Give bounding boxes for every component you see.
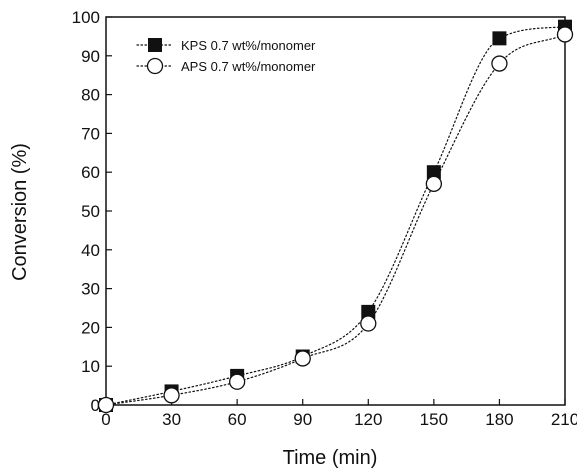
series-1-point <box>97 396 115 414</box>
series-1-point <box>556 26 574 43</box>
legend-label-1: APS 0.7 wt%/monomer <box>181 59 316 74</box>
x-tick-label: 180 <box>485 410 513 429</box>
series-1-point <box>491 55 508 72</box>
series-1-point <box>294 350 311 367</box>
y-tick-label: 90 <box>81 47 100 66</box>
y-axis-title: Conversion (%) <box>9 143 31 281</box>
y-tick-label: 20 <box>81 318 100 337</box>
data-markers <box>97 19 574 414</box>
series-1-point <box>228 373 246 390</box>
legend-marker-0 <box>148 38 162 52</box>
y-axis-ticks: 0 10 20 30 40 50 60 70 80 90 100 <box>72 8 112 415</box>
series-1-point <box>360 315 377 332</box>
x-tick-label: 210 <box>551 410 577 429</box>
legend-label-0: KPS 0.7 wt%/monomer <box>181 38 316 53</box>
series-1-curve <box>105 33 566 406</box>
x-tick-label: 0 <box>101 410 110 429</box>
series-1-point <box>425 175 443 192</box>
y-tick-label: 0 <box>91 396 100 415</box>
plot-border <box>105 16 566 406</box>
x-tick-label: 150 <box>420 410 448 429</box>
y-tick-label: 60 <box>81 163 100 182</box>
series-1-point <box>163 387 180 404</box>
legend-marker-1 <box>146 57 164 75</box>
x-axis-ticks: 0 30 60 90 120 150 180 210 <box>101 399 577 429</box>
plot-frame <box>105 16 566 406</box>
y-tick-label: 100 <box>72 8 100 27</box>
series-0-point <box>492 31 507 46</box>
x-axis-title: Time (min) <box>283 447 378 469</box>
y-tick-label: 70 <box>81 124 100 143</box>
series-0-point <box>426 165 441 180</box>
y-tick-label: 10 <box>81 357 100 376</box>
legend: KPS 0.7 wt%/monomer APS 0.7 wt%/monomer <box>136 38 316 75</box>
x-tick-label: 90 <box>293 410 312 429</box>
x-tick-label: 30 <box>162 410 181 429</box>
x-tick-label: 120 <box>354 410 382 429</box>
x-tick-label: 60 <box>228 410 247 429</box>
y-tick-label: 80 <box>81 86 100 105</box>
y-tick-label: 30 <box>81 280 100 299</box>
y-tick-label: 50 <box>81 202 100 221</box>
series-0-point <box>361 304 376 319</box>
y-tick-label: 40 <box>81 241 100 260</box>
fit-curves <box>105 26 566 406</box>
